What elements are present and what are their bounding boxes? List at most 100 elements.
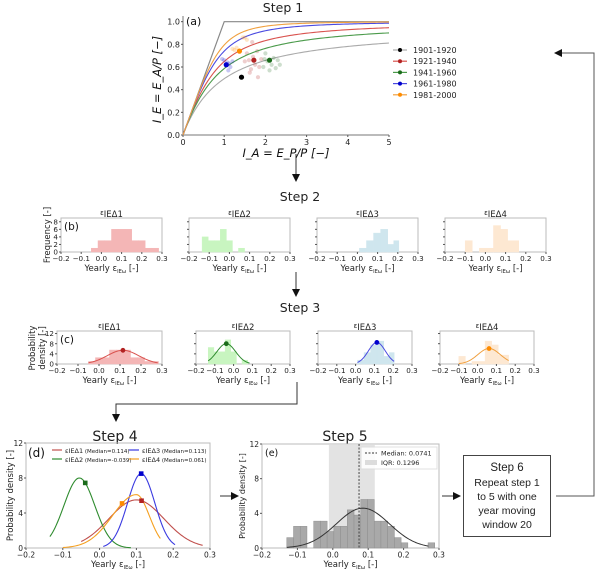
panel-d-density-curves: −0.2 −0.1 0.0 0.1 0.2 0.3 0 4 8 12 Yearly εIEω [-]…	[6, 439, 216, 571]
budyko-curve-1981-2000	[182, 21, 390, 136]
x-axis-label: Yearly εIEω [-]	[322, 560, 377, 571]
y-tick-label: 0	[18, 544, 23, 553]
legend-item: εIEΔ3 (Median=0.113)	[129, 447, 207, 455]
histogram-bar	[366, 240, 374, 253]
histogram-bar	[293, 526, 301, 549]
x-axis-label: Yearly εIEω [-]	[215, 376, 270, 387]
y-tick-label: 4	[53, 232, 58, 241]
x-tick-label: −0.2	[52, 254, 69, 263]
histogram-bar	[138, 240, 146, 253]
histogram-bar	[213, 351, 220, 365]
legend-item: 1901-1920	[393, 46, 457, 55]
histogram-bar	[498, 354, 509, 365]
histogram-bar	[427, 542, 436, 549]
median-point-1941-1960	[266, 57, 273, 63]
histogram-bar	[111, 229, 119, 253]
step6-box: Step 6 Repeat step 1 to 5 with one year …	[463, 455, 551, 537]
panel-label: (c)	[60, 334, 74, 346]
step6-line: to 5 with one	[477, 490, 537, 503]
x-tick-label: 0.3	[156, 254, 167, 263]
histogram-bar	[226, 240, 233, 253]
scatter-point	[273, 66, 278, 71]
scatter-point	[246, 58, 252, 63]
density-curve-εIEΔ1	[80, 499, 203, 546]
y-tick-label: 8	[18, 474, 23, 483]
budyko-curve-1921-1940	[182, 27, 390, 136]
subplot-title: εIEΔ3	[354, 322, 377, 333]
legend-marker	[398, 92, 402, 97]
histogram-bar	[484, 340, 492, 365]
x-tick-label: 0.0	[224, 254, 236, 263]
y-tick-label: 0.2	[167, 108, 180, 117]
scatter-point	[226, 68, 231, 73]
scatter-point	[257, 64, 262, 70]
histogram-bar	[214, 240, 221, 253]
legend-marker	[398, 81, 402, 86]
histogram-bar	[117, 229, 126, 253]
budyko-curve-1901-1920	[182, 42, 390, 136]
x-tick-label: 0.1	[130, 551, 142, 560]
median-point-εIEΔ3	[138, 471, 144, 476]
y-axis-label: density [-]	[38, 326, 48, 370]
scatter-point	[275, 58, 280, 63]
fit-curve	[286, 507, 429, 548]
scatter-point	[259, 56, 264, 62]
y-tick-label: 4	[49, 349, 54, 358]
x-axis-label: Yearly εIEω [-]	[467, 264, 522, 275]
panel-e-aggregated-histogram: −0.2 −0.1 0.0 0.1 0.2 0.3 0 4 8 12 Yearly εIEω [-]…	[238, 440, 445, 571]
budyko-curve-1961-1980	[182, 22, 390, 136]
legend-item: 1921-1940	[393, 57, 457, 66]
histogram-bar	[97, 240, 106, 253]
histogram-bar	[326, 531, 335, 549]
x-tick-label: 0.2	[264, 254, 275, 263]
x-tick-label: −0.2	[431, 366, 448, 375]
subplot-title: εIEΔ2	[232, 322, 255, 333]
scatter-point	[248, 67, 254, 72]
histogram-bar	[400, 542, 409, 549]
x-tick-label: −0.2	[187, 366, 204, 375]
histogram-bar	[219, 351, 226, 365]
histogram-bar	[220, 229, 227, 253]
x-tick-label: 0.0	[472, 366, 484, 375]
scatter-point	[247, 70, 252, 75]
x-tick-label: 2	[263, 138, 268, 147]
x-tick-label: −0.1	[328, 366, 345, 375]
legend-median-label: Median: 0.0741	[381, 450, 432, 458]
median-point	[374, 340, 380, 345]
legend-label: 1941-1960	[413, 68, 457, 77]
histogram-bar	[380, 229, 388, 253]
scatter-point	[242, 35, 247, 40]
histogram-bar	[500, 229, 508, 253]
histogram-bar	[464, 240, 473, 253]
median-point-εIEΔ2	[82, 480, 88, 486]
scatter-point	[228, 64, 233, 70]
median-point-1961-1980	[223, 62, 229, 68]
x-tick-label: 0.1	[500, 254, 511, 263]
x-tick-label: 0.3	[156, 366, 167, 375]
histogram-bar	[299, 526, 308, 549]
step1-title: Step 1	[263, 0, 303, 15]
step6-line: Repeat step 1	[474, 476, 540, 489]
scatter-point	[244, 37, 249, 42]
x-axis-label: Yearly εIEω [-]	[339, 264, 394, 275]
legend-iqr-label: IQR: 0.1296	[381, 459, 419, 467]
x-tick-label: 0.2	[520, 254, 531, 263]
legend-label: 1981-2000	[413, 91, 457, 100]
histogram-bar	[207, 240, 215, 253]
x-axis-label: Yearly εIEω [-]	[81, 376, 136, 387]
x-tick-label: 0	[180, 138, 185, 147]
y-tick-label: 8	[254, 474, 259, 483]
x-tick-label: −0.2	[308, 254, 325, 263]
x-tick-label: 0.0	[96, 254, 108, 263]
histogram-bar	[394, 537, 402, 549]
x-tick-label: −0.1	[206, 366, 223, 375]
histogram-bar	[353, 514, 362, 549]
panel-label: (b)	[64, 221, 79, 233]
scatter-point	[220, 56, 225, 62]
kde-curve	[207, 343, 250, 364]
panel-label: (a)	[186, 15, 201, 28]
x-tick-label: 0.2	[265, 366, 276, 375]
